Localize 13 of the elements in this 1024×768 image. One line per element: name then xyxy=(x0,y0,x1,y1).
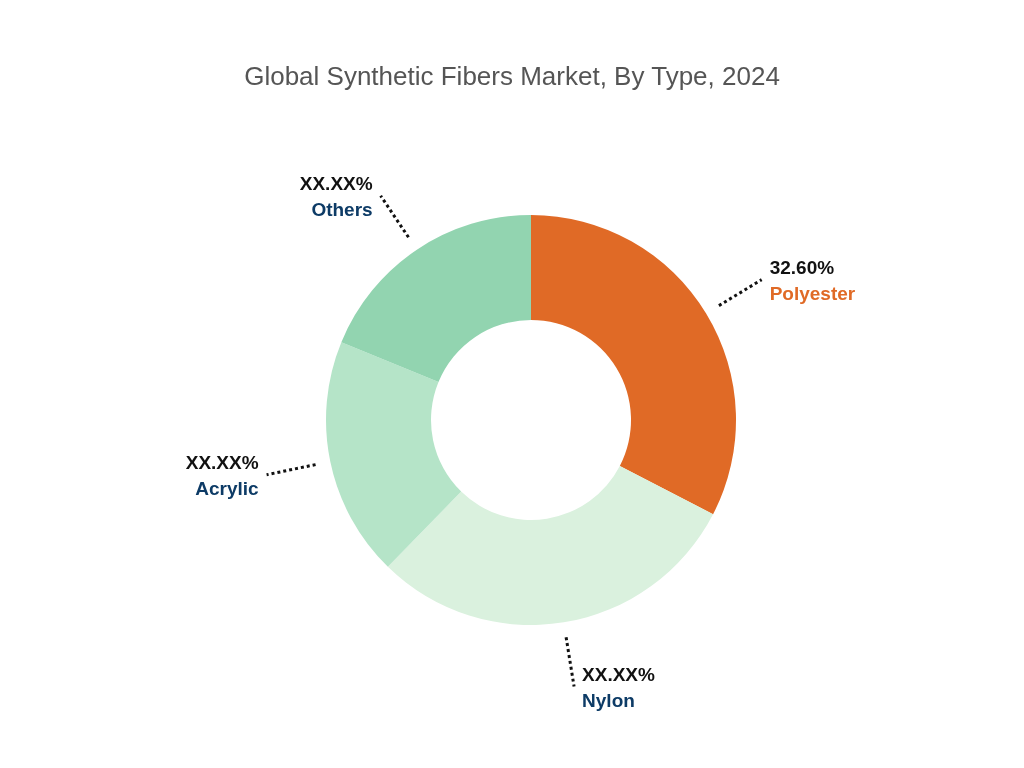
data-label: 32.60% xyxy=(769,256,835,278)
data-label: XX.XX% xyxy=(582,663,656,685)
data-label: XX.XX% xyxy=(299,172,373,194)
slice-label: Acrylic xyxy=(195,477,260,499)
donut-slice xyxy=(531,215,736,515)
donut-slice xyxy=(341,215,531,383)
slice-label: Nylon xyxy=(582,689,635,711)
slice-label: Polyester xyxy=(769,282,856,304)
data-label: XX.XX% xyxy=(185,451,259,473)
donut-slice xyxy=(326,342,462,567)
chart-title: Global Synthetic Fibers Market, By Type, 2024 xyxy=(244,61,780,91)
slice-label: Others xyxy=(311,198,373,220)
donut-slice xyxy=(387,465,714,625)
